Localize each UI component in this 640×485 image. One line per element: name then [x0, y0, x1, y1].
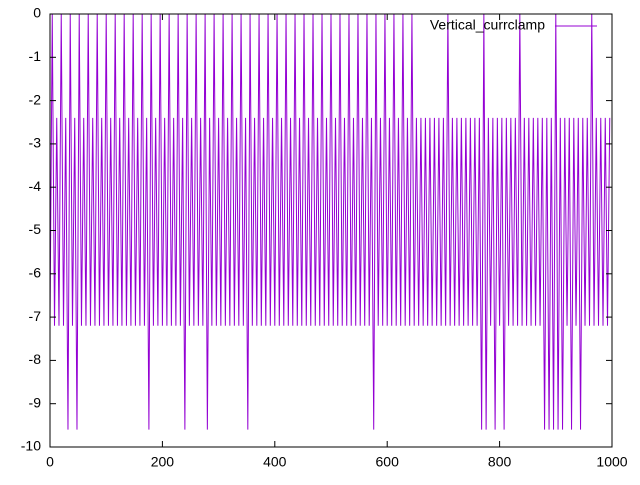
x-tick-label: 1000 — [596, 454, 627, 470]
series-line — [49, 13, 611, 430]
y-tick-label: 0 — [33, 5, 41, 21]
y-tick-label: -7 — [29, 308, 42, 324]
y-tick-label: -1 — [29, 48, 42, 64]
y-tick-label: -8 — [29, 351, 42, 367]
x-tick-label: 600 — [376, 454, 400, 470]
x-tick-label: 0 — [46, 454, 54, 470]
x-tick-label: 800 — [488, 454, 512, 470]
y-tick-label: -9 — [29, 394, 42, 410]
x-tick-label: 200 — [151, 454, 175, 470]
y-tick-label: -10 — [21, 438, 41, 454]
y-tick-label: -2 — [29, 91, 42, 107]
y-tick-label: -4 — [29, 178, 42, 194]
y-tick-label: -3 — [29, 135, 42, 151]
legend-label: Vertical_currclamp — [430, 17, 545, 33]
plot-border — [49, 13, 613, 448]
y-tick-label: -6 — [29, 265, 42, 281]
x-tick-label: 400 — [263, 454, 287, 470]
y-tick-label: -5 — [29, 221, 42, 237]
